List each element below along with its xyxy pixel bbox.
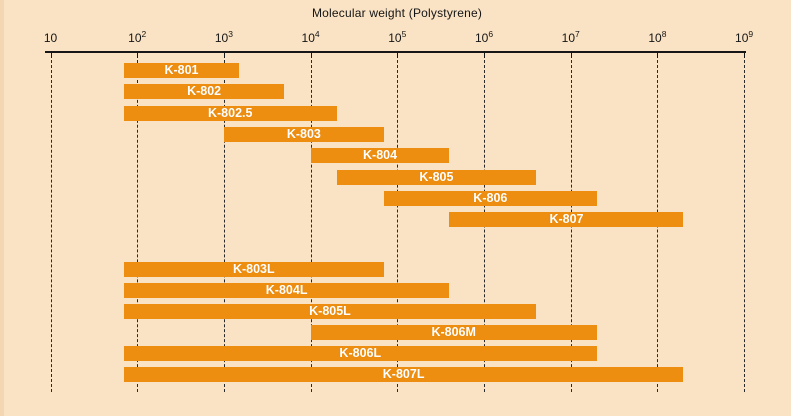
axis-tick-label: 105 — [388, 29, 407, 45]
range-bar-k-806m: K-806M — [310, 325, 597, 340]
axis-tick-label: 109 — [735, 29, 754, 45]
bar-label: K-802.5 — [207, 105, 253, 120]
bar-label: K-805 — [419, 169, 454, 184]
bar-label: K-803 — [286, 126, 321, 141]
axis-tick-mark — [744, 53, 746, 58]
gridline — [744, 60, 746, 392]
bar-label: K-806M — [431, 325, 476, 339]
axis-tick-mark — [223, 53, 225, 58]
axis-tick-label: 102 — [128, 29, 147, 45]
tick-base: 10 — [648, 31, 662, 45]
tick-base: 10 — [474, 31, 489, 45]
range-bar-k-802.5: K-802.5 — [123, 105, 337, 121]
x-axis-line — [45, 51, 746, 53]
tick-base: 10 — [388, 31, 402, 45]
range-bar-k-806l: K-806L — [123, 346, 597, 361]
range-bar-k-804: K-804 — [310, 148, 450, 164]
axis-tick-mark — [137, 53, 139, 58]
tick-base: 10 — [128, 31, 142, 45]
axis-tick-mark — [484, 53, 485, 58]
tick-exponent: 6 — [488, 29, 494, 39]
tick-exponent: 5 — [401, 29, 407, 39]
range-bar-k-806: K-806 — [383, 190, 597, 206]
range-bar-k-805: K-805 — [336, 169, 537, 185]
axis-tick-mark — [397, 53, 399, 58]
tick-base: 10 — [214, 31, 229, 45]
tick-exponent: 9 — [748, 29, 754, 39]
tick-exponent: 8 — [661, 29, 667, 39]
axis-tick-label: 10 — [44, 31, 57, 45]
axis-tick-label: 106 — [474, 29, 494, 45]
tick-exponent: 2 — [141, 29, 147, 39]
axis-tick-label: 108 — [648, 29, 667, 45]
axis-tick-label: 104 — [301, 29, 320, 45]
bar-label: K-802 — [187, 84, 222, 99]
bar-label: K-807 — [549, 212, 584, 227]
range-bar-k-807l: K-807L — [123, 367, 684, 382]
tick-base: 10 — [301, 31, 315, 45]
gridline — [397, 60, 399, 392]
range-bar-k-807: K-807 — [449, 212, 684, 228]
bar-label: K-804 — [363, 148, 398, 163]
chart-title: Molecular weight (Polystyrene) — [311, 6, 483, 20]
tick-base: 10 — [561, 31, 575, 45]
tick-base: 10 — [43, 31, 58, 45]
gridline — [50, 60, 52, 392]
range-bar-k-801: K-801 — [123, 63, 240, 78]
range-bar-k-804l: K-804L — [123, 283, 450, 298]
bar-label: K-803L — [232, 262, 275, 276]
axis-tick-mark — [50, 53, 52, 58]
bar-label: K-806L — [339, 346, 382, 360]
axis-tick-label: 103 — [214, 29, 233, 45]
tick-exponent: 4 — [314, 29, 320, 39]
bar-label: K-807L — [382, 367, 425, 381]
gridline — [137, 60, 139, 392]
bar-label: K-805L — [309, 304, 351, 318]
tick-exponent: 7 — [575, 29, 580, 39]
gridline — [223, 60, 225, 392]
range-bar-k-802: K-802 — [123, 84, 285, 100]
range-bar-k-805l: K-805L — [123, 304, 537, 319]
gridline — [310, 60, 312, 392]
tick-base: 10 — [735, 31, 749, 45]
bar-label: K-804L — [265, 283, 308, 297]
range-bar-k-803l: K-803L — [123, 262, 384, 277]
axis-tick-mark — [570, 53, 572, 58]
range-bar-k-803: K-803 — [223, 126, 384, 142]
axis-tick-mark — [310, 53, 312, 58]
bar-label: K-806 — [473, 190, 508, 205]
page-left-edge-strip — [0, 0, 4, 416]
tick-exponent: 3 — [228, 29, 233, 39]
bar-label: K-801 — [164, 63, 199, 77]
axis-tick-label: 107 — [561, 29, 580, 45]
axis-tick-mark — [657, 53, 659, 58]
